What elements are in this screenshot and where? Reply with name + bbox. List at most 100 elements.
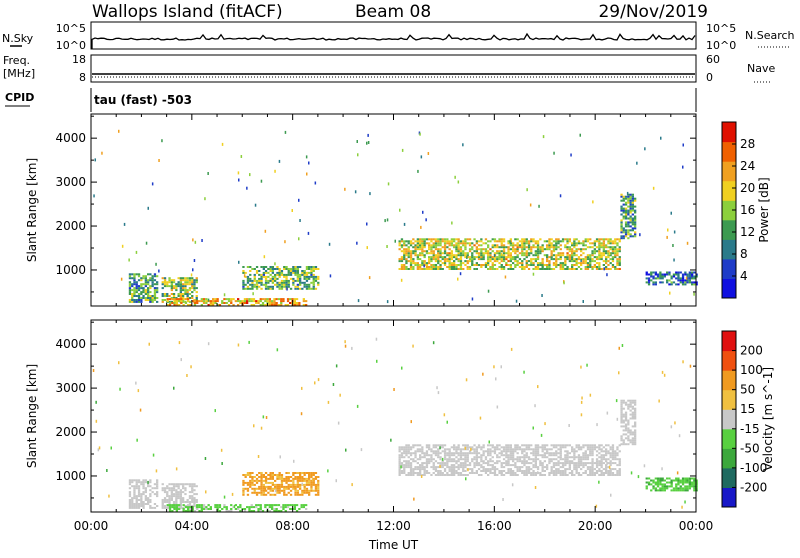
echo-cell <box>434 466 438 469</box>
echo-cell <box>416 450 419 453</box>
echo-cell <box>255 283 259 286</box>
echo-cell <box>293 508 296 510</box>
echo-cell <box>430 256 433 259</box>
echo-cell <box>419 474 422 476</box>
echo-cell <box>416 258 419 261</box>
echo-cell <box>258 487 261 490</box>
echo-cell <box>257 510 260 512</box>
echo-cell <box>177 493 180 496</box>
echo-cell <box>557 444 560 447</box>
echo-cell <box>622 419 625 422</box>
echo-cell <box>489 464 492 467</box>
echo-cell <box>673 230 676 234</box>
echo-cell <box>618 248 621 251</box>
echo-cell <box>541 446 544 449</box>
echo-cell <box>634 417 637 420</box>
freq-tick-low: 8 <box>79 71 86 84</box>
echo-cell <box>525 472 528 474</box>
echo-cell <box>489 472 492 474</box>
echo-cell <box>681 505 683 509</box>
echo-cell <box>448 452 451 455</box>
echo-cell <box>133 279 136 282</box>
echo-cell <box>475 452 478 455</box>
echo-cell <box>496 258 499 261</box>
echo-cell <box>509 266 512 268</box>
echo-cell <box>189 508 192 510</box>
echo-cell <box>170 285 173 288</box>
echo-cell <box>168 497 171 500</box>
echo-cell <box>168 483 171 486</box>
echo-cell <box>514 238 517 241</box>
echo-cell <box>168 489 171 492</box>
echo-cell <box>276 491 279 494</box>
echo-cell <box>314 483 318 486</box>
echo-cell <box>303 489 306 492</box>
echo-cell <box>670 485 673 488</box>
echo-cell <box>496 405 499 409</box>
echo-cell <box>170 293 173 295</box>
echo-cell <box>428 444 431 447</box>
echo-cell <box>462 252 465 255</box>
echo-cell <box>294 285 297 288</box>
echo-cell <box>536 448 540 451</box>
echo-cell <box>561 462 565 465</box>
echo-cell <box>611 454 615 457</box>
echo-cell <box>677 273 680 276</box>
echo-cell <box>419 248 422 251</box>
echo-cell <box>128 287 132 290</box>
echo-cell <box>607 240 610 243</box>
echo-cell <box>184 300 187 303</box>
echo-cell <box>631 195 634 198</box>
echo-cell <box>459 466 463 469</box>
echo-cell <box>477 446 481 449</box>
echo-cell <box>507 242 510 245</box>
echo-cell <box>282 300 285 303</box>
echo-cell <box>607 444 610 447</box>
echo-cell <box>170 483 173 486</box>
echo-cell <box>441 450 444 453</box>
echo-cell <box>172 285 176 288</box>
echo-cell <box>484 470 488 472</box>
echo-cell <box>161 505 164 507</box>
echo-cell <box>225 506 228 509</box>
echo-cell <box>198 300 201 303</box>
echo-cell <box>468 450 472 453</box>
echo-cell <box>573 458 576 461</box>
echo-cell <box>437 240 440 243</box>
echo-cell <box>518 468 522 471</box>
echo-cell <box>223 298 226 301</box>
echo-cell <box>239 506 242 509</box>
echo-cell <box>182 506 185 509</box>
echo-cell <box>149 287 152 290</box>
echo-cell <box>275 302 278 304</box>
echo-cell <box>622 207 625 210</box>
echo-cell <box>550 460 553 463</box>
echo-cell <box>505 450 508 453</box>
echo-cell <box>267 481 270 484</box>
echo-cell <box>398 242 401 245</box>
echo-cell <box>564 456 567 459</box>
echo-cell <box>207 508 210 510</box>
echo-cell <box>693 477 696 480</box>
echo-cell <box>200 510 203 512</box>
echo-cell <box>253 424 255 428</box>
echo-cell <box>405 244 408 247</box>
echo-cell <box>301 476 304 478</box>
echo-cell <box>631 209 634 212</box>
echo-cell <box>430 238 433 241</box>
echo-cell <box>666 279 669 282</box>
echo-cell <box>489 470 492 472</box>
echo-cell <box>573 254 576 257</box>
echo-cell <box>484 456 488 459</box>
echo-cell <box>464 464 467 467</box>
echo-cell <box>464 462 467 465</box>
echo-cell <box>593 256 596 259</box>
echo-cell <box>168 499 171 501</box>
echo-cell <box>534 486 537 489</box>
echo-cell <box>561 446 565 449</box>
echo-cell <box>276 485 279 488</box>
echo-cell <box>250 504 253 507</box>
echo-cell <box>312 266 315 268</box>
echo-cell <box>191 497 194 500</box>
colorbar-tick-label: 100 <box>740 363 763 377</box>
